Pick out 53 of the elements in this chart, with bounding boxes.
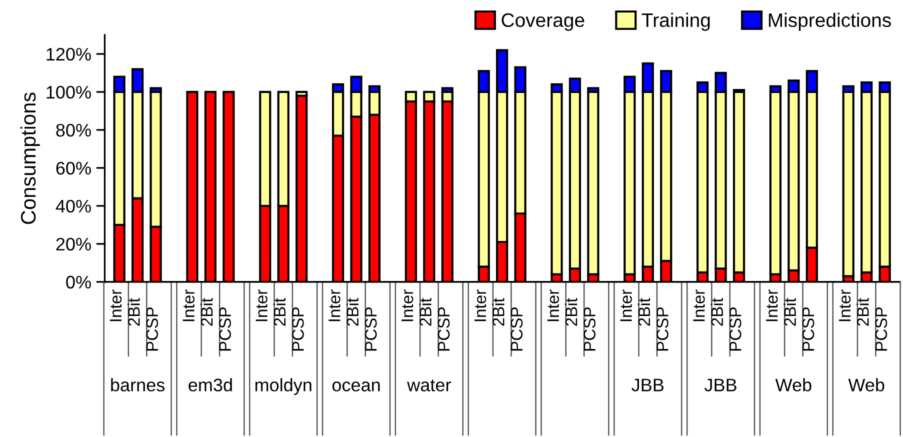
x-tick-label: PCSP (729, 307, 742, 351)
x-tick-label: Inter (474, 290, 486, 322)
text: Web (848, 378, 884, 392)
x-tick-label: 2Bit (492, 298, 504, 326)
text: ocean (332, 382, 380, 392)
text: moldyn (255, 378, 312, 395)
x-tick-label: PCSP (292, 307, 304, 351)
x-tick-label: 2Bit (856, 298, 869, 326)
x-tick-label: PCSP (510, 307, 523, 351)
x-tick-label: Inter (620, 290, 632, 322)
text: barnes (111, 378, 165, 392)
x-tick-label: PCSP (146, 307, 158, 351)
text: JBB (704, 378, 736, 392)
x-tick-label: Inter (256, 290, 268, 322)
y-tick-label: 40% (56, 200, 91, 213)
x-tick-label: Inter (839, 290, 851, 322)
text: water (407, 380, 451, 392)
text: em3d (188, 378, 232, 392)
x-tick-label: 2Bit (784, 298, 796, 326)
x-tick-label: 2Bit (346, 298, 359, 326)
x-tick-label: Inter (693, 290, 705, 322)
x-tick-label: Inter (110, 290, 122, 322)
text: Web (775, 378, 812, 392)
text: JBB (632, 378, 664, 392)
x-tick-label: PCSP (802, 307, 814, 351)
x-tick-label: 2Bit (273, 298, 286, 326)
y-tick-label: 20% (56, 238, 91, 251)
x-tick-label: PCSP (656, 307, 668, 351)
x-tick-label: PCSP (438, 307, 450, 351)
x-tick-label: 2Bit (128, 298, 140, 326)
legend-label: Mispredictions (768, 12, 891, 31)
x-tick-label: Inter (766, 290, 778, 322)
x-tick-label: 2Bit (200, 298, 213, 326)
x-tick-label: PCSP (875, 307, 888, 351)
x-tick-label: Inter (182, 290, 195, 322)
x-tick-label: Inter (402, 290, 414, 322)
x-tick-label: 2Bit (565, 298, 578, 326)
x-tick-label: Inter (547, 290, 560, 322)
x-tick-label: PCSP (219, 307, 231, 351)
legend-label: Coverage (502, 13, 584, 31)
x-tick-label: 2Bit (710, 298, 724, 326)
x-tick-label: 2Bit (419, 298, 432, 326)
legend-label: Training (642, 12, 710, 31)
y-axis-title: Consumptions (20, 92, 40, 224)
y-tick-label: 100% (46, 86, 91, 99)
y-tick-label: 60% (56, 162, 91, 175)
x-tick-label: PCSP (364, 307, 377, 351)
y-tick-label: 0% (66, 276, 91, 289)
x-tick-label: Inter (328, 290, 340, 322)
x-tick-label: PCSP (584, 307, 596, 351)
y-tick-label: 120% (46, 48, 91, 61)
x-tick-label: 2Bit (638, 298, 650, 326)
y-tick-label: 80% (56, 124, 91, 137)
